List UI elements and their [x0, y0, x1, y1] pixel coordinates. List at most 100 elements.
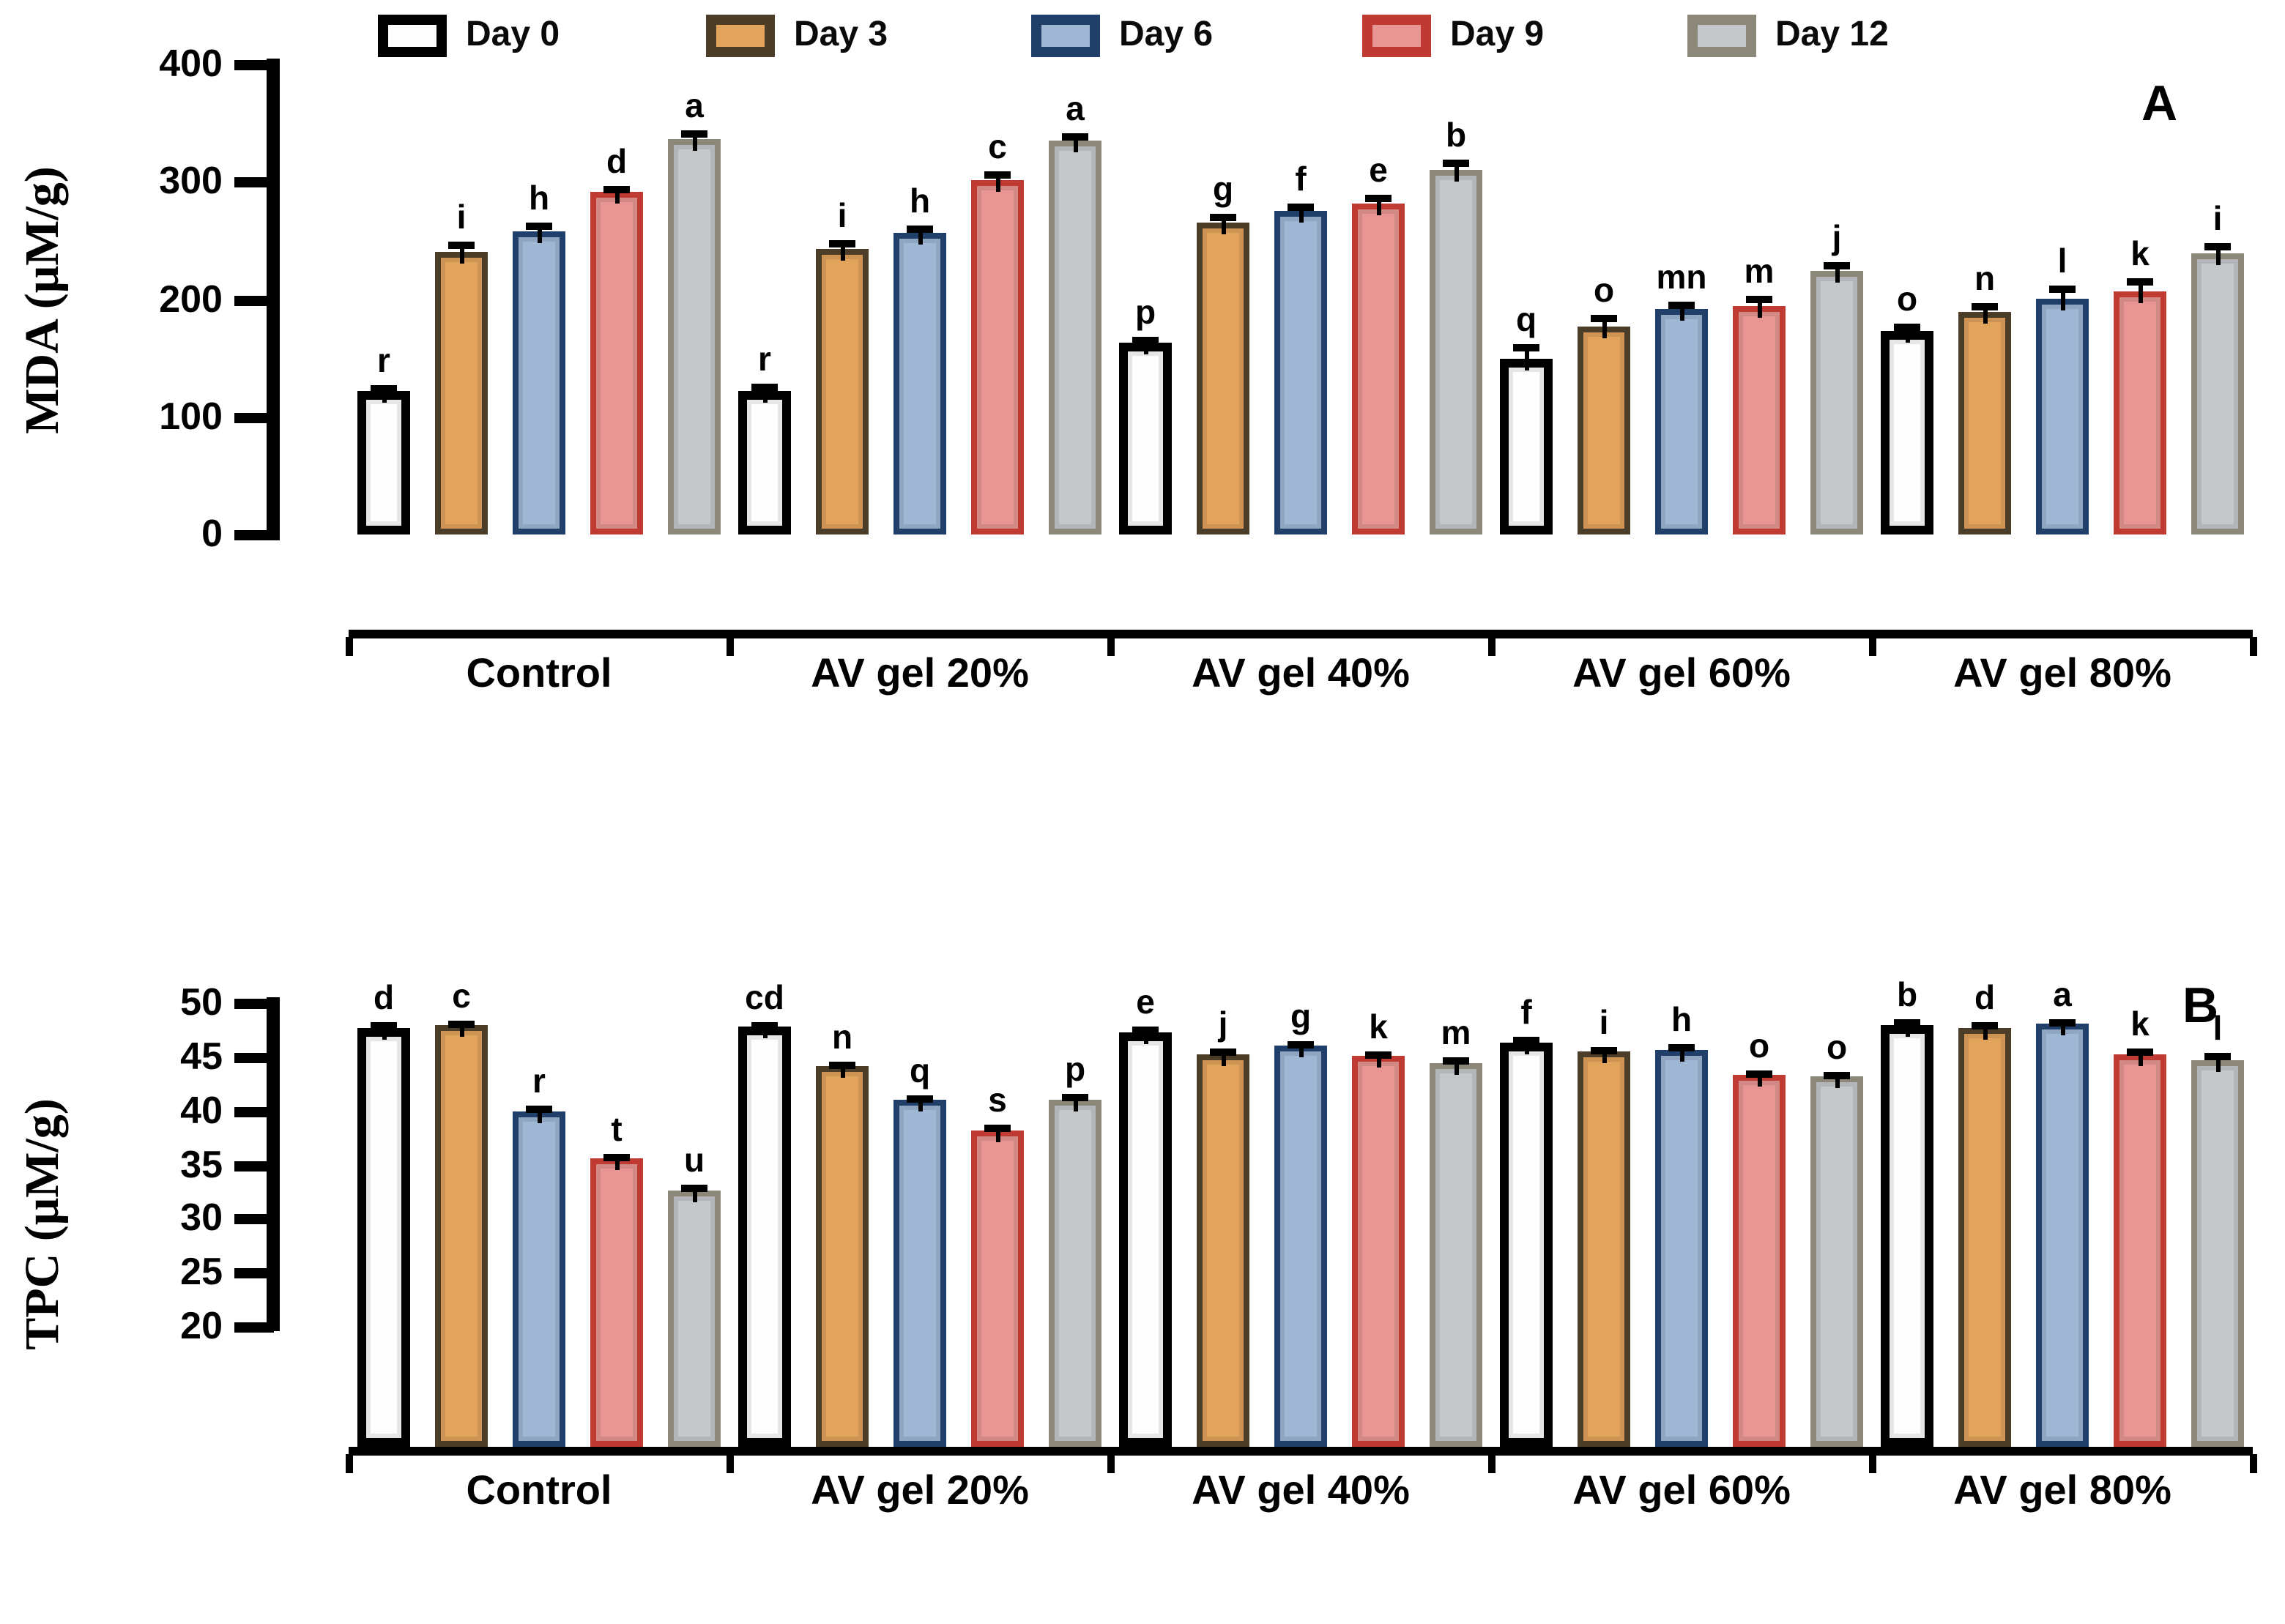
- bar-day12-av-gel-80-: [2191, 1060, 2244, 1447]
- error-bar-cap: [751, 1021, 778, 1029]
- bar-day6-control: [513, 1111, 565, 1447]
- significance-letter: t: [611, 1109, 623, 1148]
- significance-letter: d: [373, 978, 395, 1017]
- x-axis-tick: [1488, 637, 1496, 656]
- significance-letter: i: [456, 197, 467, 236]
- significance-letter: f: [1520, 993, 1532, 1032]
- significance-letter: k: [2130, 1005, 2150, 1043]
- bar-day12-av-gel-80-: [2191, 253, 2244, 534]
- significance-letter: i: [1599, 1002, 1609, 1041]
- error-bar-cap: [1062, 133, 1088, 141]
- error-bar-line: [1679, 1047, 1684, 1062]
- error-bar-line: [1602, 1049, 1606, 1064]
- bar-day3-av-gel-20-: [816, 248, 869, 534]
- y-axis-tick-label: 50: [180, 980, 223, 1024]
- error-bar-cap: [681, 130, 707, 138]
- y-axis-tick: [234, 412, 274, 423]
- bar-day6-av-gel-60-: [1655, 1049, 1708, 1447]
- legend-item-label: Day 0: [466, 15, 560, 54]
- error-bar-line: [840, 1064, 844, 1079]
- y-axis-tick: [234, 1161, 274, 1171]
- error-bar-line: [762, 386, 767, 403]
- error-bar-line: [1298, 206, 1303, 223]
- error-bar-cap: [1668, 301, 1695, 309]
- legend-item-label: Day 12: [1775, 15, 1889, 54]
- legend-swatch-day6: [1031, 15, 1100, 57]
- bar-day0-av-gel-80-: [1881, 1024, 1933, 1447]
- category-label: AV gel 80%: [1953, 1467, 2171, 1513]
- bar-day12-control: [668, 139, 721, 534]
- error-bar-cap: [1132, 1027, 1159, 1035]
- legend-item-label: Day 9: [1450, 15, 1545, 54]
- bar-day0-av-gel-40-: [1119, 1032, 1172, 1447]
- error-bar-line: [2060, 288, 2065, 310]
- error-bar-cap: [1288, 204, 1314, 212]
- significance-letter: i: [837, 195, 847, 234]
- x-axis-tick: [727, 637, 734, 656]
- error-bar-cap: [1591, 1046, 1617, 1054]
- bar-day0-av-gel-20-: [738, 1027, 791, 1447]
- bar-day0-av-gel-40-: [1119, 343, 1172, 534]
- significance-letter: d: [606, 142, 628, 181]
- error-bar-cap: [1365, 194, 1392, 202]
- bar-day6-av-gel-40-: [1274, 1046, 1327, 1447]
- y-axis-tick: [234, 1322, 274, 1333]
- bar-day12-control: [668, 1191, 721, 1447]
- significance-letter: cd: [745, 977, 784, 1016]
- legend-item-label: Day 6: [1119, 15, 1214, 54]
- error-bar-cap: [984, 171, 1011, 179]
- error-bar-line: [1524, 347, 1528, 370]
- error-bar-line: [1073, 135, 1077, 153]
- error-bar-cap: [829, 1061, 855, 1069]
- significance-letter: k: [1369, 1007, 1388, 1046]
- error-bar-line: [459, 244, 464, 264]
- x-axis-tick: [2250, 1454, 2257, 1473]
- significance-letter: q: [1515, 300, 1537, 339]
- category-label: AV gel 40%: [1192, 1467, 1410, 1513]
- error-bar-cap: [907, 1095, 933, 1103]
- bar-day12-av-gel-40-: [1430, 1063, 1482, 1447]
- error-bar-cap: [1443, 1057, 1469, 1065]
- significance-letter: c: [988, 127, 1007, 166]
- significance-letter: a: [1066, 89, 1085, 127]
- panel-label-b: B: [2182, 978, 2219, 1034]
- significance-letter: g: [1212, 170, 1234, 209]
- y-axis-tick: [234, 1106, 274, 1117]
- error-bar-line: [2138, 1051, 2142, 1067]
- bar-day3-av-gel-60-: [1578, 1051, 1630, 1447]
- significance-letter: i: [2212, 199, 2223, 238]
- significance-letter: k: [2130, 234, 2150, 273]
- error-bar-cap: [681, 1184, 707, 1192]
- significance-letter: h: [528, 178, 550, 217]
- y-axis-tick: [234, 295, 274, 305]
- error-bar-cap: [1746, 1070, 1772, 1078]
- error-bar-line: [382, 1025, 386, 1040]
- error-bar-cap: [1591, 315, 1617, 323]
- error-bar-cap: [1062, 1094, 1088, 1102]
- y-axis-tick-label: 0: [201, 511, 223, 555]
- error-bar-line: [614, 189, 619, 204]
- category-label: AV gel 60%: [1572, 1467, 1791, 1513]
- category-label: AV gel 80%: [1953, 650, 2171, 696]
- error-bar-cap: [526, 1106, 552, 1114]
- significance-letter: q: [909, 1051, 931, 1090]
- error-bar-line: [1143, 1029, 1148, 1044]
- significance-letter: a: [685, 86, 704, 124]
- x-axis-tick: [1107, 1454, 1115, 1473]
- x-axis-tick: [1869, 637, 1876, 656]
- significance-letter: mn: [1656, 257, 1707, 296]
- x-axis-line: [349, 630, 2253, 638]
- error-bar-cap: [2204, 1053, 2231, 1061]
- error-bar-line: [692, 1187, 696, 1203]
- error-bar-cap: [1210, 1048, 1236, 1057]
- legend-swatch-day3: [706, 15, 775, 57]
- error-bar-cap: [907, 225, 933, 233]
- bar-day9-av-gel-20-: [971, 179, 1024, 534]
- legend-swatch-day0: [378, 15, 447, 57]
- x-axis-tick: [1107, 637, 1115, 656]
- bar-day6-av-gel-20-: [893, 232, 946, 534]
